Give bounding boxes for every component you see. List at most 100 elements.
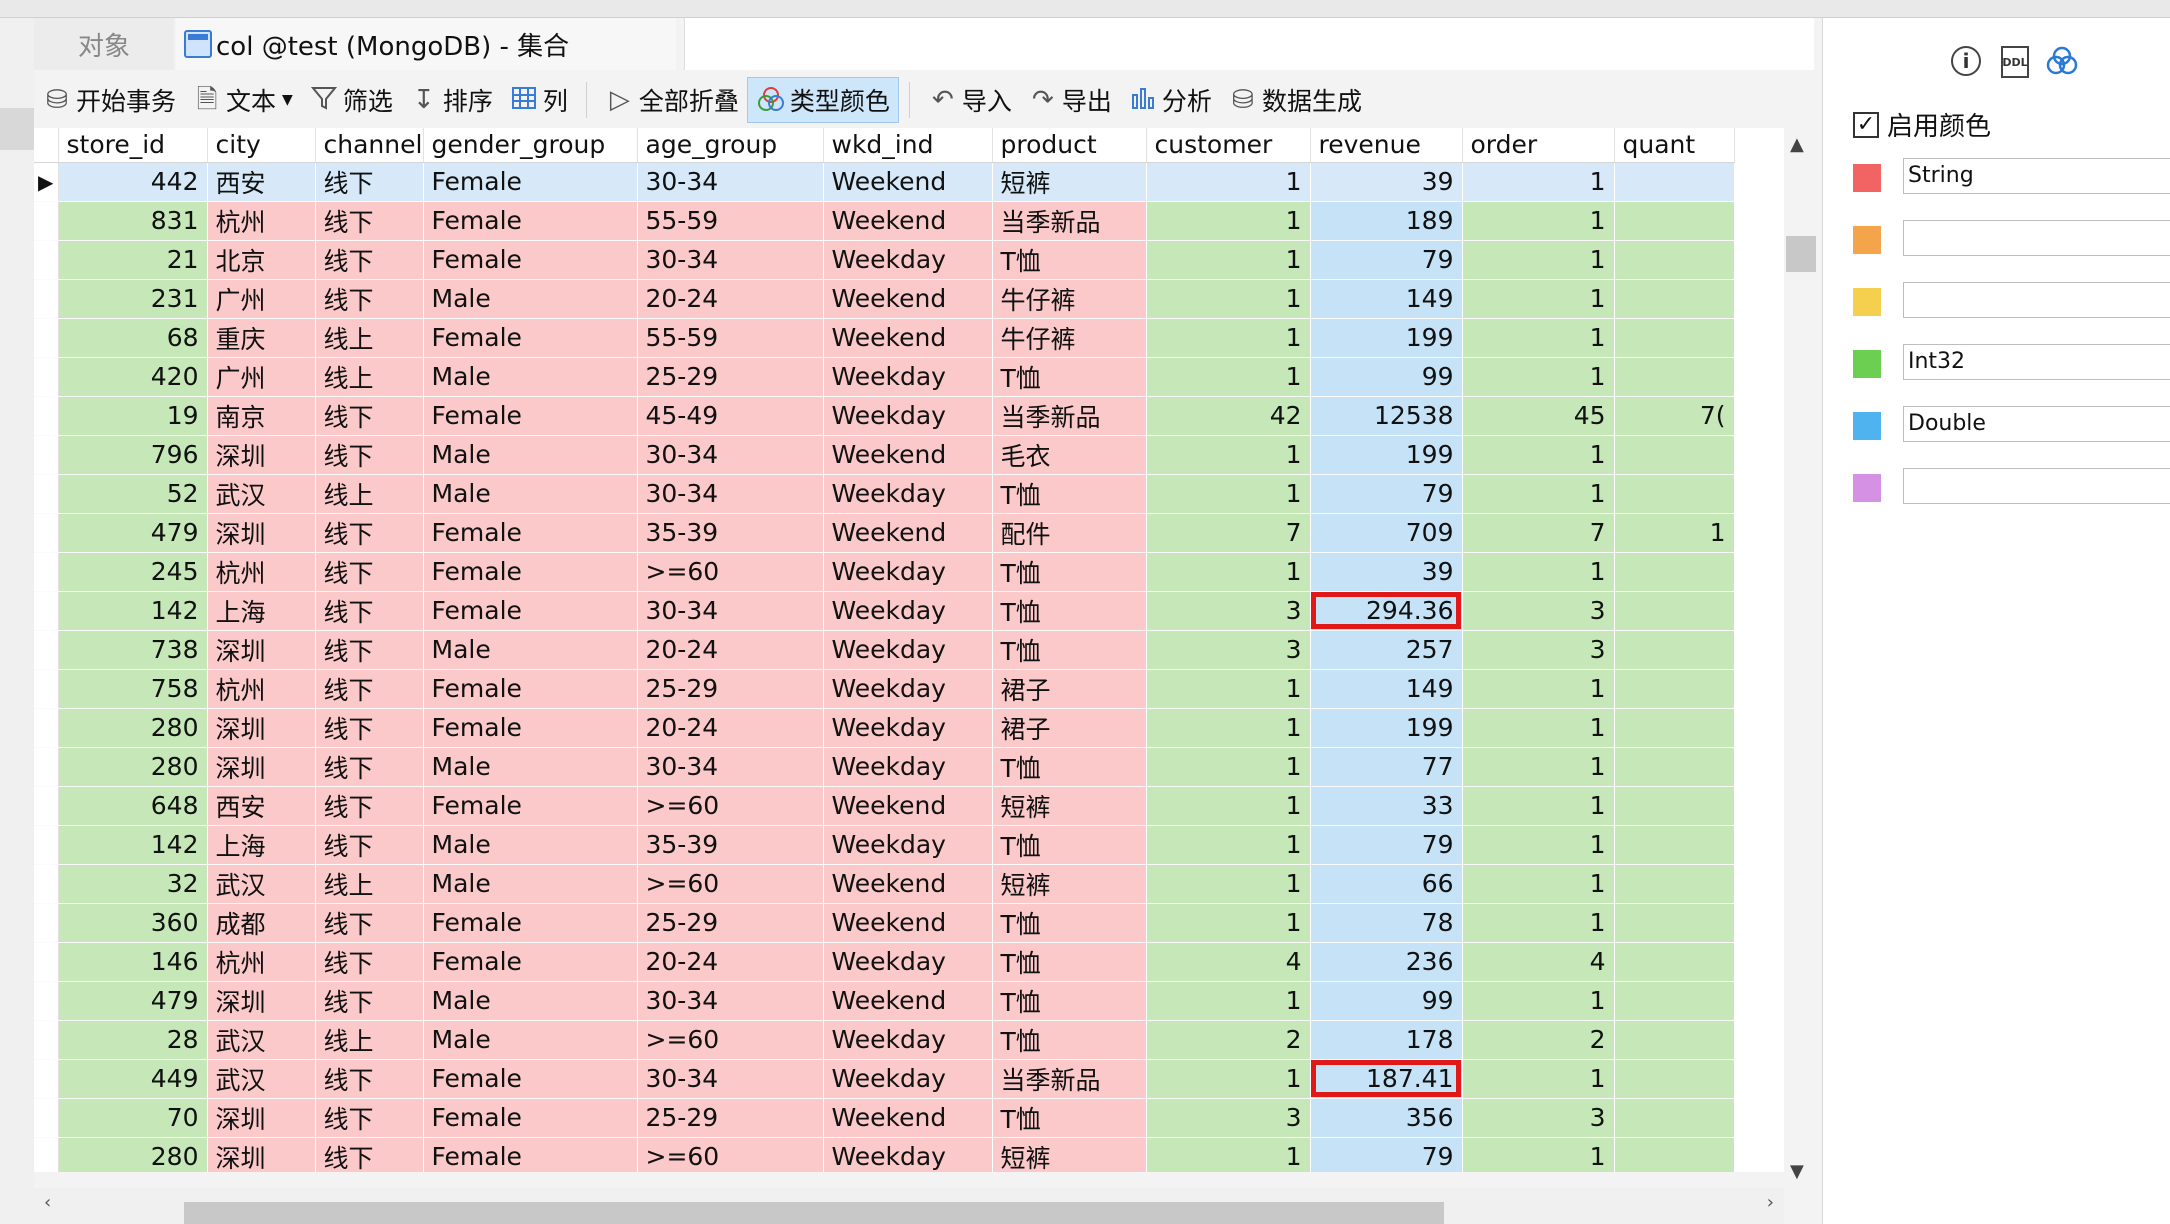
cell-product[interactable]: T恤 <box>992 825 1147 865</box>
cell-store_id[interactable]: 142 <box>58 825 208 865</box>
cell-order[interactable]: 1 <box>1462 435 1615 475</box>
table-row[interactable]: 231 广州 线下 Male 20-24 Weekend 牛仔裤 1 149 1 <box>34 279 1735 319</box>
cell-wkd_ind[interactable]: Weekday <box>823 240 993 280</box>
table-row[interactable]: ▶ 442 西安 线下 Female 30-34 Weekend 短裤 1 39 1 <box>34 162 1735 202</box>
cell-gender_group[interactable]: Female <box>423 903 638 943</box>
cell-city[interactable]: 上海 <box>207 825 316 865</box>
cell-store_id[interactable]: 231 <box>58 279 208 319</box>
cell-age_group[interactable]: 35-39 <box>637 513 824 553</box>
cell-age_group[interactable]: 35-39 <box>637 825 824 865</box>
cell-revenue[interactable]: 149 <box>1310 279 1463 319</box>
color-swatch[interactable] <box>1853 164 1881 192</box>
table-row[interactable]: 280 深圳 线下 Female >=60 Weekday 短裤 1 79 1 <box>34 1137 1735 1172</box>
cell-customer[interactable]: 1 <box>1146 318 1311 358</box>
export-button[interactable]: ↷ 导出 <box>1020 77 1120 123</box>
cell-product[interactable]: T恤 <box>992 630 1147 670</box>
cell-wkd_ind[interactable]: Weekday <box>823 747 993 787</box>
table-row[interactable]: 19 南京 线下 Female 45-49 Weekday 当季新品 42 12538 45 7( <box>34 396 1735 436</box>
column-header-order[interactable]: order <box>1462 128 1615 163</box>
cell-revenue[interactable]: 39 <box>1310 552 1463 592</box>
cell-quant[interactable] <box>1614 279 1735 319</box>
cell-gender_group[interactable]: Female <box>423 1059 638 1099</box>
cell-customer[interactable]: 1 <box>1146 825 1311 865</box>
cell-channel[interactable]: 线下 <box>315 942 424 982</box>
begin-transaction-button[interactable]: ⛁ 开始事务 <box>34 77 184 123</box>
table-row[interactable]: 479 深圳 线下 Female 35-39 Weekend 配件 7 709 7 1 <box>34 513 1735 553</box>
scroll-right-icon[interactable]: › <box>1766 1192 1774 1213</box>
cell-product[interactable]: 短裤 <box>992 864 1147 904</box>
cell-quant[interactable] <box>1614 591 1735 631</box>
column-header-customer[interactable]: customer <box>1146 128 1311 163</box>
cell-customer[interactable]: 1 <box>1146 279 1311 319</box>
cell-city[interactable]: 重庆 <box>207 318 316 358</box>
cell-product[interactable]: 裙子 <box>992 708 1147 748</box>
cell-age_group[interactable]: 30-34 <box>637 162 824 202</box>
row-selector[interactable] <box>34 318 59 358</box>
cell-channel[interactable]: 线下 <box>315 396 424 436</box>
enable-color-checkbox[interactable]: ✓ <box>1853 111 1879 138</box>
cell-revenue[interactable]: 66 <box>1310 864 1463 904</box>
color-swatch[interactable] <box>1853 288 1881 316</box>
table-row[interactable]: 245 杭州 线下 Female >=60 Weekday T恤 1 39 1 <box>34 552 1735 592</box>
cell-wkd_ind[interactable]: Weekday <box>823 552 993 592</box>
cell-gender_group[interactable]: Female <box>423 162 638 202</box>
cell-customer[interactable]: 1 <box>1146 903 1311 943</box>
cell-store_id[interactable]: 19 <box>58 396 208 436</box>
scroll-up-icon[interactable]: ▲ <box>1790 134 1804 155</box>
cell-customer[interactable]: 1 <box>1146 201 1311 241</box>
cell-store_id[interactable]: 360 <box>58 903 208 943</box>
column-header-gender_group[interactable]: gender_group <box>423 128 638 163</box>
cell-quant[interactable]: 1 <box>1614 513 1735 553</box>
cell-customer[interactable]: 1 <box>1146 552 1311 592</box>
tab-collection[interactable]: col @test (MongoDB) - 集合 <box>176 18 676 70</box>
cell-store_id[interactable]: 831 <box>58 201 208 241</box>
cell-gender_group[interactable]: Male <box>423 747 638 787</box>
cell-order[interactable]: 7 <box>1462 513 1615 553</box>
cell-city[interactable]: 北京 <box>207 240 316 280</box>
cell-order[interactable]: 3 <box>1462 1098 1615 1138</box>
cell-age_group[interactable]: 30-34 <box>637 747 824 787</box>
cell-quant[interactable] <box>1614 669 1735 709</box>
cell-age_group[interactable]: 55-59 <box>637 318 824 358</box>
cell-wkd_ind[interactable]: Weekend <box>823 435 993 475</box>
table-row[interactable]: 738 深圳 线下 Male 20-24 Weekday T恤 3 257 3 <box>34 630 1735 670</box>
cell-customer[interactable]: 42 <box>1146 396 1311 436</box>
cell-customer[interactable]: 1 <box>1146 786 1311 826</box>
cell-quant[interactable] <box>1614 1020 1735 1060</box>
cell-store_id[interactable]: 420 <box>58 357 208 397</box>
cell-order[interactable]: 1 <box>1462 1137 1615 1172</box>
type-color-button[interactable]: 类型颜色 <box>746 77 899 123</box>
cell-product[interactable]: T恤 <box>992 1098 1147 1138</box>
cell-revenue[interactable]: 79 <box>1310 474 1463 514</box>
cell-product[interactable]: 配件 <box>992 513 1147 553</box>
type-select-field[interactable] <box>1903 220 2170 256</box>
cell-age_group[interactable]: >=60 <box>637 864 824 904</box>
row-selector[interactable] <box>34 669 59 709</box>
cell-revenue[interactable]: 356 <box>1310 1098 1463 1138</box>
cell-quant[interactable] <box>1614 864 1735 904</box>
cell-order[interactable]: 4 <box>1462 942 1615 982</box>
cell-customer[interactable]: 1 <box>1146 1137 1311 1172</box>
cell-city[interactable]: 武汉 <box>207 474 316 514</box>
cell-revenue[interactable]: 77 <box>1310 747 1463 787</box>
cell-quant[interactable] <box>1614 786 1735 826</box>
table-row[interactable]: 420 广州 线上 Male 25-29 Weekday T恤 1 99 1 <box>34 357 1735 397</box>
cell-store_id[interactable]: 442 <box>58 162 208 202</box>
cell-city[interactable]: 杭州 <box>207 201 316 241</box>
cell-quant[interactable] <box>1614 1059 1735 1099</box>
cell-quant[interactable] <box>1614 318 1735 358</box>
cell-quant[interactable] <box>1614 357 1735 397</box>
cell-order[interactable]: 1 <box>1462 1059 1615 1099</box>
cell-product[interactable]: 短裤 <box>992 162 1147 202</box>
table-row[interactable]: 142 上海 线下 Female 30-34 Weekday T恤 3 294.36 3 <box>34 591 1735 631</box>
cell-customer[interactable]: 1 <box>1146 162 1311 202</box>
ddl-icon[interactable]: DDL <box>2001 46 2029 78</box>
cell-channel[interactable]: 线下 <box>315 513 424 553</box>
cell-quant[interactable] <box>1614 981 1735 1021</box>
cell-store_id[interactable]: 68 <box>58 318 208 358</box>
column-header-wkd_ind[interactable]: wkd_ind <box>823 128 993 163</box>
cell-revenue[interactable]: 12538 <box>1310 396 1463 436</box>
cell-order[interactable]: 1 <box>1462 903 1615 943</box>
cell-revenue[interactable]: 178 <box>1310 1020 1463 1060</box>
cell-product[interactable]: 短裤 <box>992 786 1147 826</box>
